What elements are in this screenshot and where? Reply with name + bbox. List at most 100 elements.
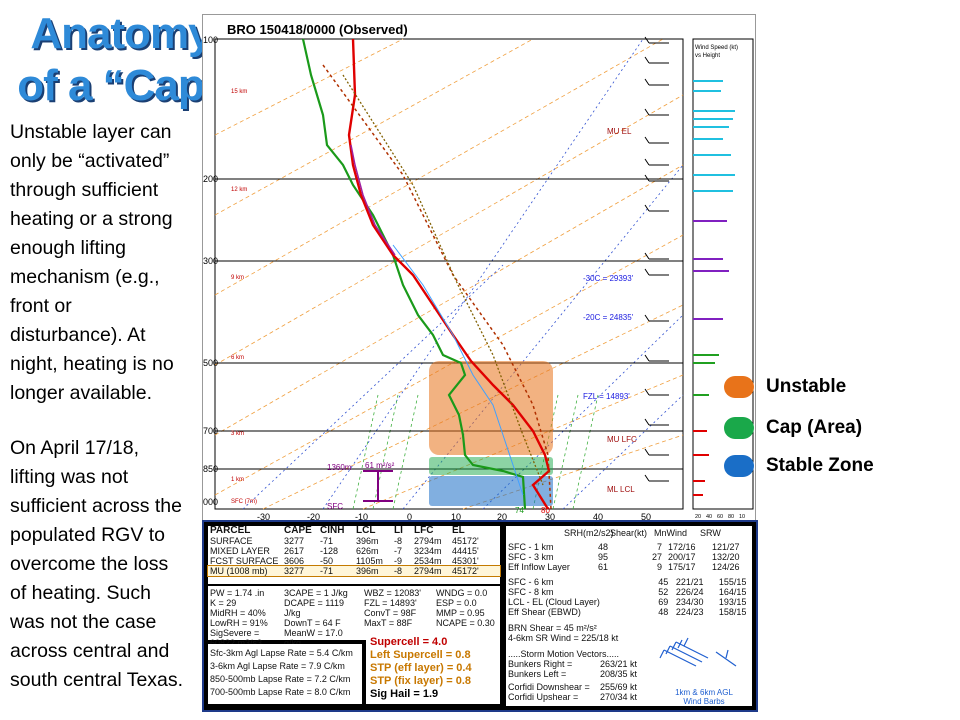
virtual-temperature-trace [350,144,396,256]
shear-cell: Eff Inflow Layer [508,562,570,572]
parcel-cell: 3234m [414,546,442,556]
parcel-cell: 3606 [284,556,305,566]
parcel-cell: 45172' [452,536,479,546]
height-label: 9 km [231,275,244,281]
shear-cell: 48 [658,607,669,617]
height-label: 12 km [231,187,247,193]
indices-col-4: WNDG = 0.0 ESP = 0.0 MMP = 0.95 NCAPE = … [436,588,498,628]
stable-layer [429,476,553,506]
index-value: NCAPE = 0.30 [436,618,495,628]
temperature-trace [347,38,551,510]
wind-panel-title-line1: Wind Speed (kt) [695,45,738,51]
parcel-trace-2 [342,74,544,486]
shear-cell: 155/15 [718,577,747,587]
parcel-cell: 626m [356,546,379,556]
parcel-cell: MIXED LAYER [210,546,270,556]
brn-shear: BRN Shear = 45 m²/s² [508,623,597,633]
storm-motion-row: Bunkers Left = 208/35 kt [506,669,752,679]
parcel-row-selected: MU (1008 mb) 3277 -71 396m -8 2794m 4517… [207,565,501,577]
wind-axis-tick: 20 [695,514,701,520]
index-value: ConvT = 98F [364,608,417,618]
low-level-wind-barbs [659,637,737,667]
shear-cell: 164/15 [718,587,747,597]
height-label: 3 km [231,431,244,437]
skewt-sounding: 100 200 300 500 700 850 000 15 km 12 km … [202,14,756,524]
wetbulb-trace [392,244,524,496]
parcel-cell: 1105m [356,556,383,566]
storm-motion-label: Corfidi Upshear = [508,692,579,702]
storm-motion-value: 208/35 kt [600,669,638,679]
shear-cell: 121/27 [712,542,740,552]
legend-label-cap: Cap (Area) [766,417,863,438]
sfc-label: SFC [327,502,343,511]
stp-eff-layer: STP (eff layer) = 0.4 [370,662,472,674]
slide-title-line2: of a “Cap” [17,61,226,110]
supercell-composite: Supercell = 4.0 [370,636,448,648]
shear-row: Eff Shear (EBWD) 48 224/23 158/15 [506,607,752,617]
storm-motion-row: Bunkers Right = 263/21 kt [506,659,752,669]
mu-lfc-label: MU LFC [607,435,637,444]
shear-row: Eff Inflow Layer 61 9 175/17 124/26 [506,562,752,572]
shear-header: SRH(m2/s2) [564,528,614,538]
storm-motion-label: Corfidi Downshear = [508,682,590,692]
pressure-labels: 100 200 300 500 700 850 000 [203,35,218,507]
parcel-cell: -8 [394,566,403,576]
shear-cell: 158/15 [718,607,747,617]
temperature-tick: 40 [593,512,603,522]
wind-speed-axis: 20 40 60 80 10 [695,514,745,520]
shear-cell: SFC - 3 km [508,552,554,562]
event-paragraph: On April 17/18, lifting was not sufficie… [10,437,184,691]
parcel-row: MIXED LAYER 2617 -128 626m -7 3234m 4441… [208,546,500,556]
storm-motion-value: 270/34 kt [600,692,638,702]
shear-row: SFC - 3 km 95 27 200/17 132/20 [506,552,752,562]
minus30-label: -30C = 29393' [583,274,634,283]
lapse-rate-table: Sfc-3km Agl Lapse Rate = 5.4 C/km 3-6km … [208,644,362,704]
pressure-label: 700 [203,426,218,436]
shear-cell: 234/30 [675,597,704,607]
shear-header: SRW [700,528,721,538]
parcel-header: CAPE [284,525,312,536]
parcel-cell: MU (1008 mb) [210,566,268,576]
lapse-rate: 700-500mb Lapse Rate = 8.0 C/km [210,687,351,697]
index-value: LowRH = 91% [210,618,268,628]
index-value: ESP = 0.0 [436,598,477,608]
parcel-header: LFC [414,525,434,536]
parcel-cell: 396m [356,536,379,546]
lcl-height-label: 1360m [327,463,352,472]
parcel-cell: -50 [320,556,334,566]
parcel-cell: 44415' [452,546,479,556]
temperature-tick: 30 [545,512,555,522]
barb-caption: 1km & 6km AGL Wind Barbs [675,688,733,706]
parcel-header: EL [452,525,465,536]
parcel-cell: -7 [394,546,403,556]
legend-swatch-unstable [724,376,754,398]
parcel-row: SURFACE 3277 -71 396m -8 2794m 45172' [208,536,500,546]
parcel-cell: 45301' [452,556,479,566]
storm-motion-row: Corfidi Downshear = 255/69 kt [506,682,752,692]
temperature-tick: 0 [407,512,412,522]
legend-label-stable: Stable Zone [766,455,874,476]
shear-cell: 132/20 [712,552,740,562]
ml-lcl-label: ML LCL [607,485,635,494]
wind-barbs [644,36,669,482]
shear-row: SFC - 1 km 48 7 172/16 121/27 [506,542,752,552]
sfc-temperature-label: 80 [541,506,550,515]
parcel-header-row: PARCEL CAPE CINH LCL LI LFC EL [208,526,500,536]
index-value: WBZ = 12083' [364,588,421,598]
temperature-axis: -30 -20 -10 0 10 20 30 40 50 [257,512,651,522]
effective-inflow-bracket [363,470,393,502]
height-label: SFC (7m) [231,499,257,505]
shear-cell: 221/21 [675,577,704,587]
shear-cell: 172/16 [668,542,696,552]
temperature-tick: 50 [641,512,651,522]
composite-indices: Supercell = 4.0 Left Supercell = 0.8 STP… [366,634,500,704]
wind-speed-bars [693,80,735,496]
pressure-label: 000 [203,497,218,507]
shear-cell: 7 [656,542,662,552]
sounding-header: BRO 150418/0000 (Observed) [227,22,408,37]
temperature-tick: 20 [497,512,507,522]
cap-layer [429,457,553,475]
shear-cell: 226/24 [675,587,704,597]
explanation-paragraph: Unstable layer can only be “activated” t… [10,121,174,404]
pressure-label: 200 [203,174,218,184]
